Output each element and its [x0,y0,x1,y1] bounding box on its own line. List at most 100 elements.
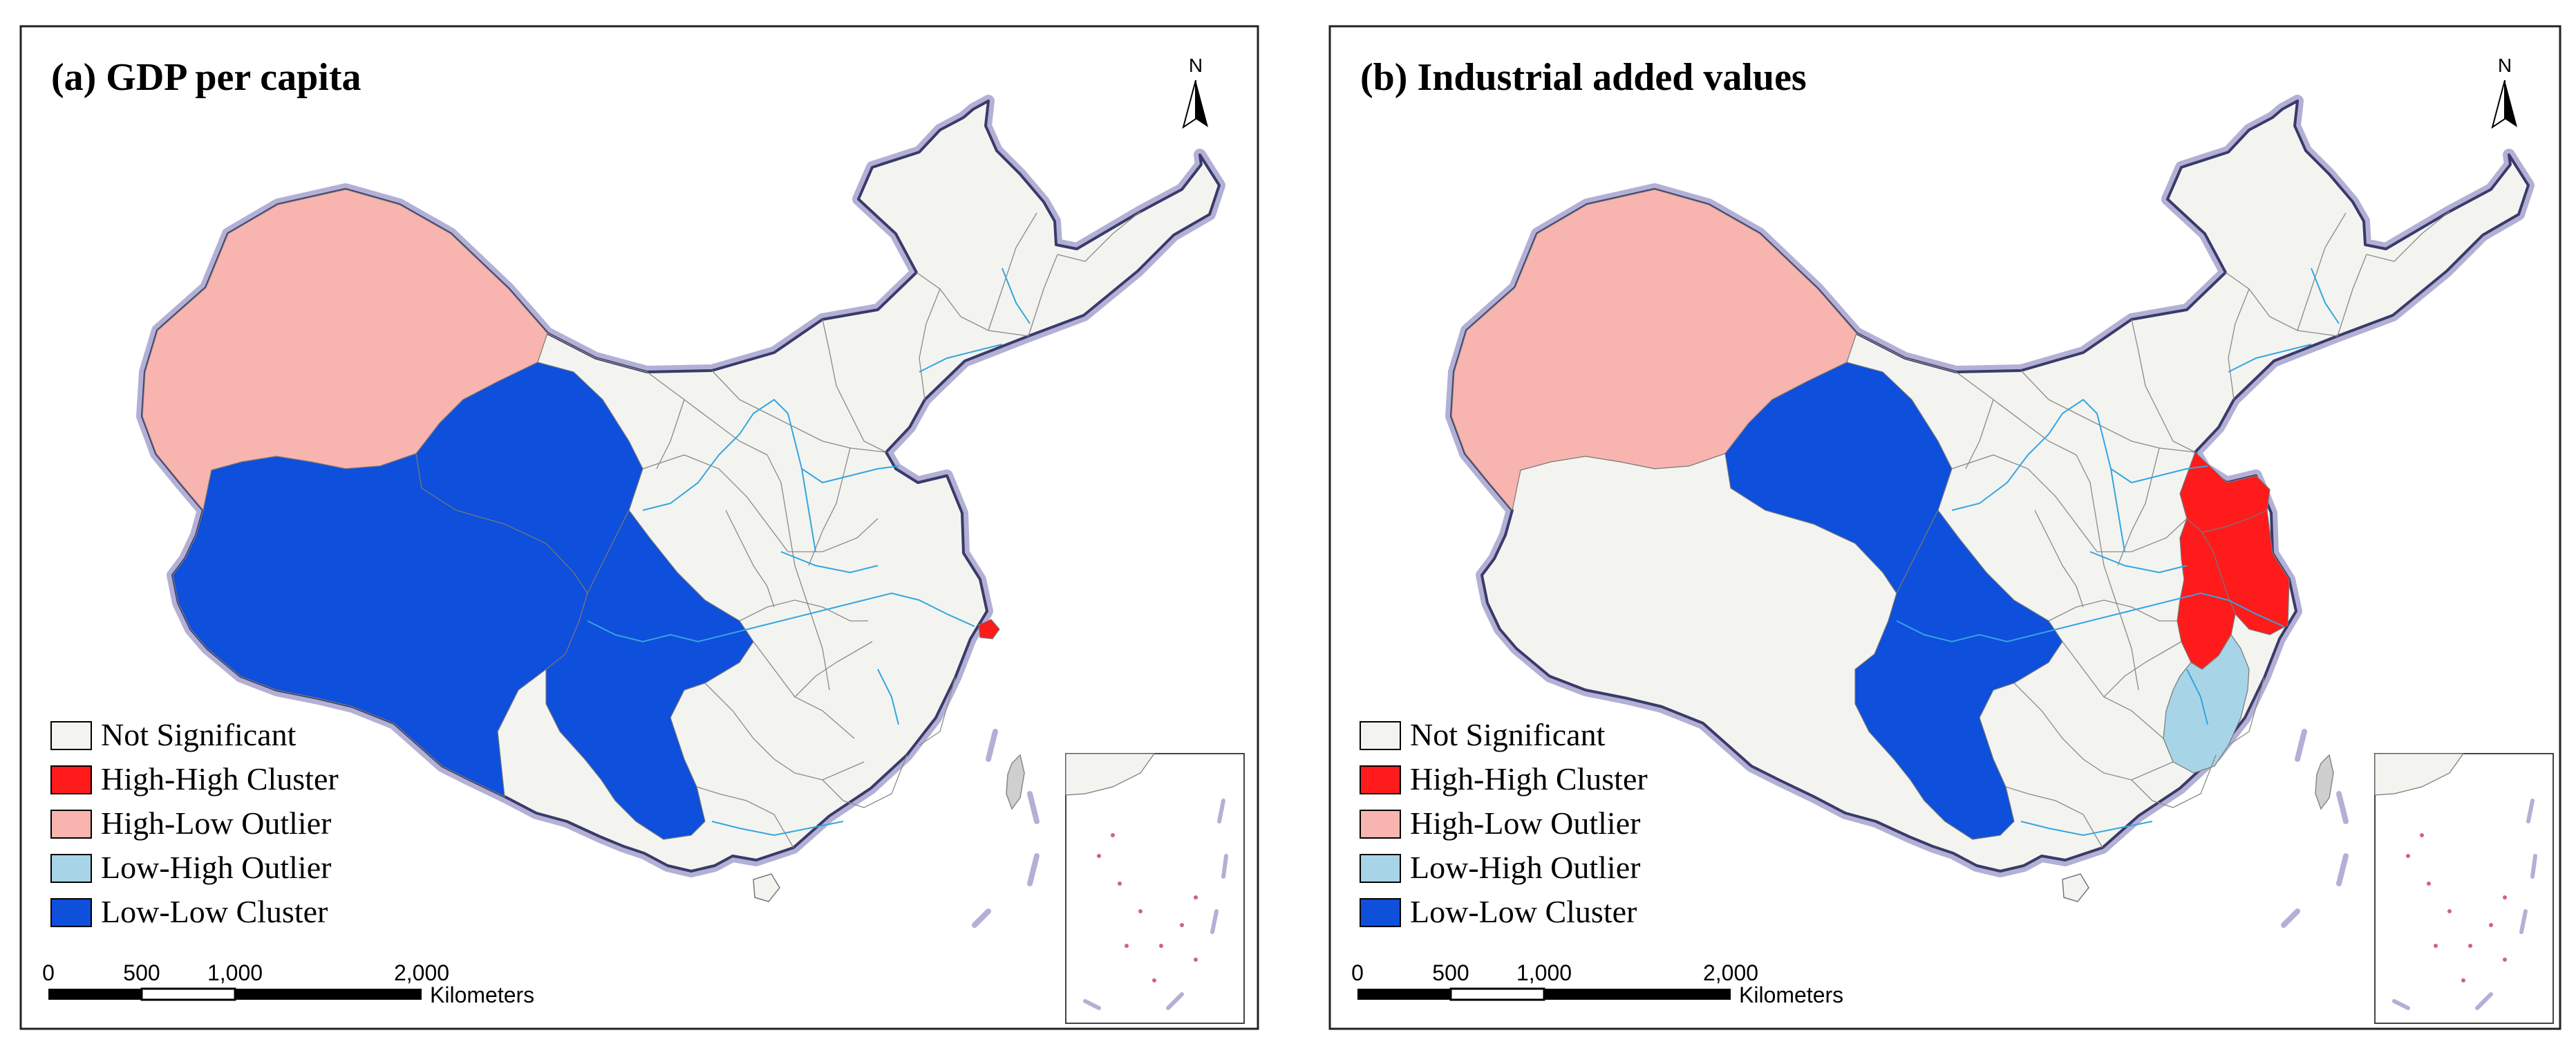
scale-tick-label: 2,000 [394,960,449,985]
river-line [587,592,975,643]
dash-line-segment [2336,853,2349,886]
inset-dash-segment [1210,909,1219,934]
legend-swatch [50,854,92,883]
river-line [919,344,1003,373]
province-boundary [2048,599,2177,622]
inset-island [2406,854,2410,858]
scale-segment [48,989,142,1000]
river-line [801,468,816,552]
province-boundary [916,272,1029,337]
inset-island [1194,895,1198,900]
river-line [2020,821,2153,837]
province-boundary [656,399,685,469]
dash-line-segment [2336,791,2349,824]
legend-label: High-High Cluster [1410,761,1648,796]
province-boundary [2337,254,2367,337]
province-boundary [794,641,873,698]
dash-line-segment [986,729,998,762]
inset-island [2461,978,2465,982]
province-boundary [2228,288,2250,400]
inset-frame [1065,753,1245,1024]
legend-swatch [1360,898,1401,927]
province-boundary [2076,454,2139,691]
north-arrow-icon: N [2491,55,2517,129]
province-boundary [2131,319,2196,453]
inset-island [1180,923,1184,927]
river-line [1896,592,2284,643]
river-line [711,821,844,837]
scale-segment [140,987,236,1001]
province-boundary [919,288,941,400]
inset-island [1097,854,1101,858]
scale-tick-label: 2,000 [1703,960,1758,985]
river-line [1002,268,1031,324]
inset-dash-segment [2392,999,2410,1010]
legend-swatch [50,765,92,794]
river-line [642,398,899,511]
province-boundary [1951,454,2098,552]
inset-island [1159,944,1163,948]
region-qinghai [415,362,643,595]
province-boundary [739,599,868,622]
river-line [2110,468,2125,552]
river-line [877,669,899,725]
region-taiwan [2315,754,2334,810]
province-boundary [1965,399,1994,469]
south-china-sea-inset [2374,753,2554,1024]
scale-segment [1544,989,1731,1000]
province-boundary [2131,754,2217,808]
inset-frame [2374,753,2554,1024]
inset-island [1111,833,1115,837]
north-arrow-dark-half [2505,80,2517,127]
inset-island [1194,958,1198,962]
inset-island [2503,895,2507,900]
south-china-sea-inset [1065,753,1245,1024]
inset-dash-segment [1217,799,1225,823]
panel-title: (b) Industrial added values [1360,56,1807,99]
scale-tick-label: 1,000 [1516,960,1572,985]
legend: Not Significant High-High Cluster High-Low… [50,717,339,929]
legend: Not Significant High-High Cluster High-Low… [1360,717,1648,929]
scale-tick-label: 500 [123,960,160,985]
river-line [2089,551,2188,574]
legend-swatch [50,898,92,927]
legend-swatch [50,810,92,839]
inset-dash-segment [2530,854,2537,879]
dash-line-segment [1027,791,1040,824]
legend-swatch [50,721,92,750]
scale-segment [1357,989,1451,1000]
region-shanghai [978,619,1000,640]
legend-swatch [1360,721,1401,750]
scale-tick-label: 0 [1351,960,1364,985]
legend-label: High-Low Outlier [101,805,331,841]
inset-island [2468,944,2472,948]
river-line [2311,268,2340,324]
inset-island [2427,882,2431,886]
legend-label: Not Significant [1410,717,1606,752]
legend-label: Low-Low Cluster [1410,894,1637,929]
region-taiwan [1006,754,1025,810]
province-boundary [2103,641,2182,698]
province-boundary [2228,677,2265,746]
province-boundary [767,454,830,691]
scale-segment [1449,987,1545,1001]
dash-line-segment [2295,729,2307,762]
region-sichuan [1854,509,2063,840]
province-boundary [2005,786,2103,848]
province-boundary [696,786,794,848]
north-arrow-light-half [2491,80,2506,129]
province-boundary [2097,518,2188,552]
province-boundary [788,518,878,552]
legend-label: Low-High Outlier [101,850,331,885]
scale-segment [235,989,422,1000]
inset-island [2489,923,2493,927]
dash-line-segment [2281,908,2300,928]
north-label: N [2498,55,2512,76]
region-qinghai [1724,362,1953,595]
north-arrow-dark-half [1196,80,1208,127]
legend-label: High-Low Outlier [1410,805,1640,841]
north-arrow-light-half [1182,80,1196,129]
inset-island [2447,909,2452,913]
